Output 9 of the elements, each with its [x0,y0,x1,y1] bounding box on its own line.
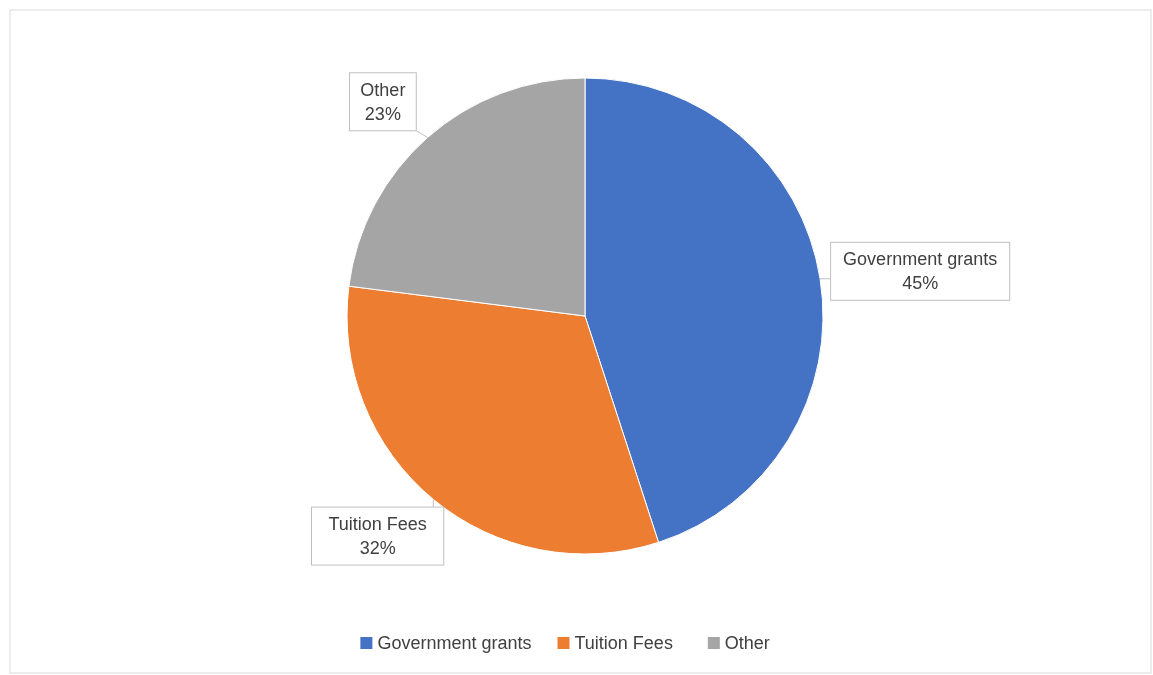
legend-label: Tuition Fees [574,633,673,653]
data-label: 23% [364,103,401,124]
slice-label: Other [360,79,406,100]
data-label: 32% [359,538,396,559]
legend-label: Government grants [377,633,532,653]
slice-label: Tuition Fees [328,514,427,535]
slice-label: Government grants [843,249,998,270]
legend-label: Other [724,633,770,653]
data-label: 45% [902,273,939,294]
